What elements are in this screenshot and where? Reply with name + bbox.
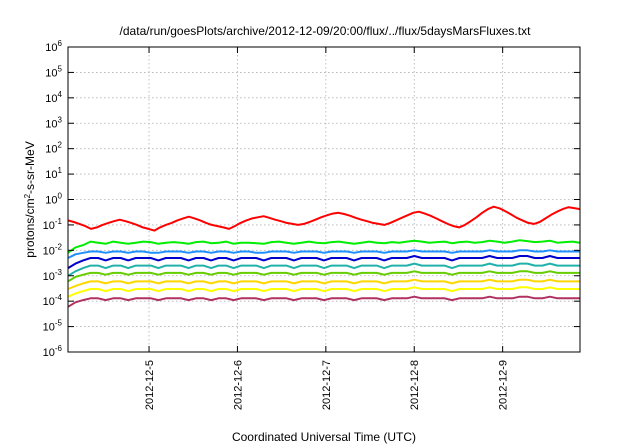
y-tick-label: 10-5 — [43, 319, 63, 334]
series-line-9 — [67, 295, 580, 308]
y-tick-label: 101 — [45, 166, 62, 181]
y-tick-label: 103 — [45, 115, 62, 130]
y-tick-label: 100 — [45, 192, 62, 207]
y-axis-tick-labels: 10-6 10-5 10-4 10-3 10-2 10-1 100 101 102 103 104 1… — [43, 39, 63, 359]
x-tick-label: 2012-12-7 — [321, 360, 333, 410]
tick-marks — [68, 46, 580, 353]
plot-area — [67, 46, 581, 353]
y-axis-label: protons/cm2-s-sr-MeV — [23, 141, 38, 257]
chart-title: /data/run/goesPlots/archive/2012-12-09/2… — [120, 24, 532, 38]
series-lines — [67, 205, 581, 308]
y-tick-label: 10-6 — [43, 344, 63, 359]
x-tick-label: 2012-12-9 — [498, 360, 510, 410]
grid-lines — [68, 47, 580, 352]
y-tick-label: 106 — [45, 39, 62, 54]
series-line-7 — [67, 278, 580, 290]
y-tick-label: 104 — [45, 90, 62, 105]
y-tick-label: 102 — [45, 141, 62, 156]
y-tick-label: 105 — [45, 64, 62, 79]
series-line-4 — [67, 255, 580, 269]
x-axis-label: Coordinated Universal Time (UTC) — [232, 430, 416, 444]
x-axis-tick-labels: 2012-12-5 2012-12-6 2012-12-7 2012-12-8 2012… — [144, 360, 510, 410]
x-tick-label: 2012-12-8 — [409, 360, 421, 410]
x-tick-label: 2012-12-5 — [144, 360, 156, 410]
series-line-1 — [67, 205, 581, 232]
y-tick-label: 10-3 — [43, 268, 63, 283]
series-line-3 — [67, 249, 580, 259]
y-tick-label: 10-4 — [43, 293, 63, 308]
series-line-5 — [67, 262, 580, 277]
series-line-6 — [67, 270, 580, 283]
y-tick-label: 10-2 — [43, 242, 63, 257]
series-line-2 — [67, 239, 581, 254]
x-tick-label: 2012-12-6 — [232, 360, 244, 410]
y-tick-label: 10-1 — [43, 217, 63, 232]
series-line-8 — [67, 286, 580, 298]
